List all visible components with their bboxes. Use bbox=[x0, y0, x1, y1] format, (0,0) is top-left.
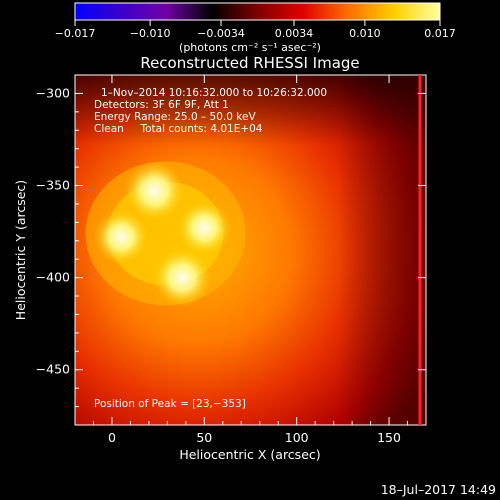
annotation-block: 1–Nov–2014 10:16:32.000 to 10:26:32.000 … bbox=[94, 87, 327, 135]
source-peak bbox=[124, 161, 185, 222]
x-tick-label: 50 bbox=[196, 430, 212, 445]
x-axis-label: Heliocentric X (arcsec) bbox=[179, 447, 320, 462]
annotation-time-range: 1–Nov–2014 10:16:32.000 to 10:26:32.000 bbox=[101, 87, 327, 99]
heatmap-sources bbox=[85, 161, 246, 307]
colorbar-tick-label: −0.017 bbox=[55, 27, 96, 40]
annotation-detectors: Detectors: 3F 6F 9F, Att 1 bbox=[94, 99, 229, 111]
y-tick-label: −300 bbox=[36, 85, 70, 100]
footer-timestamp: 18–Jul–2017 14:49 bbox=[381, 482, 496, 497]
colorbar-unit-label: (photons cm⁻² s⁻¹ asec⁻²) bbox=[179, 41, 321, 54]
y-tick-label: −450 bbox=[36, 362, 70, 377]
colorbar bbox=[74, 2, 441, 21]
source-peak bbox=[177, 200, 232, 255]
colorbar-tick-label: 0.010 bbox=[349, 27, 381, 40]
x-axis-ticks: 0 50 100 150 bbox=[92, 75, 427, 445]
colorbar-tick-label: 0.017 bbox=[424, 27, 456, 40]
annotation-energy-range: Energy Range: 25.0 – 50.0 keV bbox=[94, 111, 256, 123]
y-axis-ticks: −300 −350 −400 −450 bbox=[36, 74, 426, 408]
colorbar-tick-label: −0.010 bbox=[130, 27, 171, 40]
colorbar-ticks: −0.017 −0.010 −0.0034 0.0034 0.010 0.017 bbox=[55, 20, 456, 40]
colorbar-tick-label: −0.0034 bbox=[197, 27, 245, 40]
y-tick-label: −350 bbox=[36, 178, 70, 193]
peak-position-label: Position of Peak = [23,−353] bbox=[94, 398, 246, 410]
source-peak bbox=[93, 209, 149, 265]
heatmap-image bbox=[75, 75, 426, 425]
x-tick-label: 100 bbox=[285, 430, 309, 445]
annotation-clean-counts: Clean Total counts: 4.01E+04 bbox=[94, 123, 263, 135]
source-peak bbox=[152, 248, 212, 307]
plot-frame bbox=[74, 74, 427, 426]
ring-center bbox=[153, 223, 182, 248]
colorbar-tick-label: 0.0034 bbox=[275, 27, 314, 40]
y-tick-label: −400 bbox=[36, 270, 70, 285]
x-tick-label: 0 bbox=[108, 430, 116, 445]
y-axis-label: Heliocentric Y (arcsec) bbox=[13, 180, 28, 320]
chart-title: Reconstructed RHESSI Image bbox=[140, 54, 359, 72]
x-tick-label: 150 bbox=[377, 430, 401, 445]
